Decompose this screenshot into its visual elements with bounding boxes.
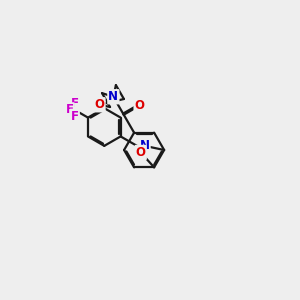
- Text: O: O: [94, 98, 104, 111]
- Text: F: F: [71, 97, 79, 110]
- Text: O: O: [135, 99, 145, 112]
- Text: F: F: [66, 103, 74, 116]
- Text: N: N: [108, 90, 118, 103]
- Text: N: N: [140, 139, 149, 152]
- Text: O: O: [136, 146, 146, 159]
- Text: F: F: [71, 110, 79, 123]
